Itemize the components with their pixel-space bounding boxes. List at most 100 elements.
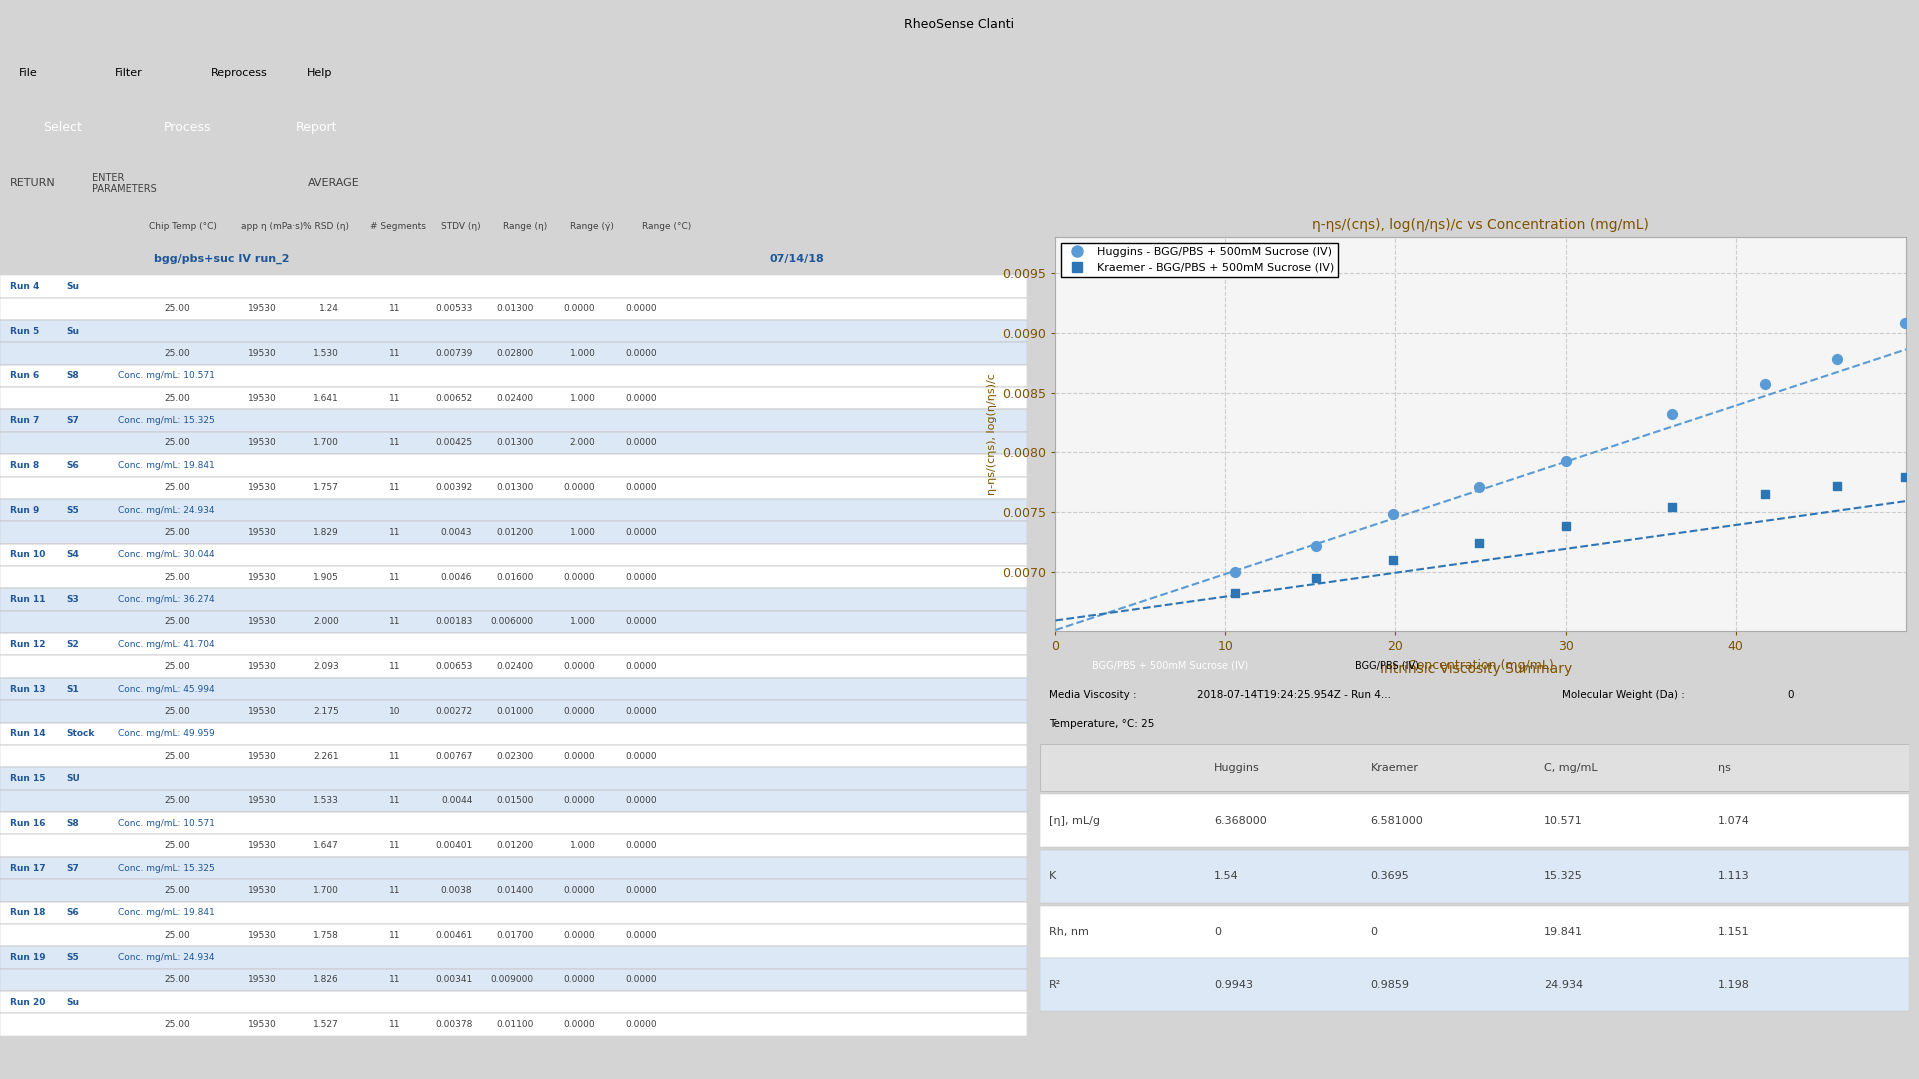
Text: 11: 11 [390,1020,401,1029]
Text: 0.02400: 0.02400 [497,394,533,402]
Text: 25.00: 25.00 [165,528,190,537]
Text: 0.00425: 0.00425 [436,438,472,448]
Bar [0,521,1027,544]
Bar [1040,958,1909,1011]
Text: Filter: Filter [115,68,142,78]
Text: BGG/PBS (IV): BGG/PBS (IV) [1355,660,1418,670]
Text: 15.325: 15.325 [1545,871,1583,882]
Text: 0.3695: 0.3695 [1370,871,1409,882]
Text: 1.700: 1.700 [313,886,340,894]
Text: 1.533: 1.533 [313,796,340,805]
Text: Run 7: Run 7 [10,416,40,425]
Text: 0.0000: 0.0000 [564,573,595,582]
Text: S8: S8 [67,371,79,380]
Text: Run 10: Run 10 [10,550,46,559]
Text: Conc. mg/mL: 10.571: Conc. mg/mL: 10.571 [119,371,215,380]
Text: 0.0000: 0.0000 [564,975,595,984]
Text: 1.24: 1.24 [319,304,340,313]
Text: 1.000: 1.000 [570,842,595,850]
Text: 0.0000: 0.0000 [626,663,656,671]
Text: 0.006000: 0.006000 [491,617,533,627]
Text: 11: 11 [390,842,401,850]
Text: 25.00: 25.00 [165,796,190,805]
Point [1823,477,1854,494]
Text: SU: SU [67,774,81,783]
Bar [0,745,1027,767]
Text: RETURN: RETURN [10,178,56,189]
Text: 0.009000: 0.009000 [491,975,533,984]
Text: Run 15: Run 15 [10,774,46,783]
Bar [0,723,1027,745]
Text: ηs: ηs [1718,763,1731,773]
Text: 0.00461: 0.00461 [436,931,472,940]
Text: Su: Su [67,998,81,1007]
Text: 1.113: 1.113 [1718,871,1750,882]
Bar [1040,794,1909,847]
Text: 0.0000: 0.0000 [564,304,595,313]
Text: 0.01200: 0.01200 [497,842,533,850]
Text: 25.00: 25.00 [165,886,190,894]
Bar [0,454,1027,477]
Text: 11: 11 [390,573,401,582]
Text: 25.00: 25.00 [165,707,190,716]
Text: 2.000: 2.000 [570,438,595,448]
Text: 6.581000: 6.581000 [1370,816,1424,825]
Text: 0.0000: 0.0000 [626,975,656,984]
Text: 0.00533: 0.00533 [436,304,472,313]
Text: 25.00: 25.00 [165,1020,190,1029]
Bar [0,588,1027,611]
Bar [0,790,1027,812]
Text: R²: R² [1050,980,1061,989]
Text: Run 20: Run 20 [10,998,46,1007]
Text: S3: S3 [67,595,79,604]
Text: 0.0000: 0.0000 [626,886,656,894]
Text: 11: 11 [390,483,401,492]
Text: 25.00: 25.00 [165,573,190,582]
Bar [0,1013,1027,1036]
Point [1301,537,1332,555]
Text: app η (mPa·s): app η (mPa·s) [242,222,303,231]
Text: 2018-07-14T19:24:25.954Z - Run 4...: 2018-07-14T19:24:25.954Z - Run 4... [1197,689,1391,699]
Text: 0.01600: 0.01600 [497,573,533,582]
Text: Huggins: Huggins [1215,763,1259,773]
Text: 0.0000: 0.0000 [626,483,656,492]
Text: Conc. mg/mL: 19.841: Conc. mg/mL: 19.841 [119,461,215,469]
Text: Temperature, °C: 25: Temperature, °C: 25 [1050,720,1153,729]
Text: 1.198: 1.198 [1718,980,1750,989]
Text: Run 17: Run 17 [10,863,46,873]
Text: 1.54: 1.54 [1215,871,1238,882]
Text: 11: 11 [390,752,401,761]
Text: 0.0000: 0.0000 [626,796,656,805]
Bar [0,477,1027,498]
Text: Conc. mg/mL: 19.841: Conc. mg/mL: 19.841 [119,909,215,917]
Bar [0,879,1027,902]
Text: S2: S2 [67,640,79,648]
Text: 11: 11 [390,528,401,537]
Text: 19530: 19530 [248,394,276,402]
Text: 1.905: 1.905 [313,573,340,582]
Text: Select: Select [42,121,83,135]
Text: 25.00: 25.00 [165,304,190,313]
Text: 0.00392: 0.00392 [436,483,472,492]
Point [1890,468,1919,486]
Text: 19530: 19530 [248,796,276,805]
Text: 0.0000: 0.0000 [626,1020,656,1029]
Text: 19530: 19530 [248,304,276,313]
Text: 0.0000: 0.0000 [564,707,595,716]
Text: 0.00652: 0.00652 [436,394,472,402]
Text: 0.00183: 0.00183 [436,617,472,627]
Text: 0.00653: 0.00653 [436,663,472,671]
Text: 1.000: 1.000 [570,394,595,402]
Text: 25.00: 25.00 [165,438,190,448]
Text: 0.00767: 0.00767 [436,752,472,761]
Text: Run 9: Run 9 [10,506,40,515]
Bar [0,319,1027,342]
Text: Chip Temp (°C): Chip Temp (°C) [150,222,217,231]
Text: 1.647: 1.647 [313,842,340,850]
Text: Kraemer: Kraemer [1370,763,1418,773]
Text: 1.641: 1.641 [313,394,340,402]
Text: 11: 11 [390,886,401,894]
Text: Conc. mg/mL: 15.325: Conc. mg/mL: 15.325 [119,416,215,425]
Text: Conc. mg/mL: 24.934: Conc. mg/mL: 24.934 [119,506,215,515]
Bar [0,924,1027,946]
